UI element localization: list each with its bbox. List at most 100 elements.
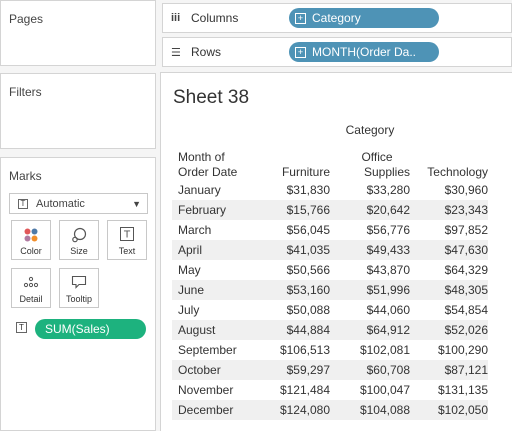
filters-title: Filters (9, 85, 42, 99)
pages-shelf[interactable]: Pages (0, 0, 156, 66)
furniture-cell: $121,484 (262, 380, 330, 400)
text-mark-icon: T (18, 198, 28, 209)
crosstab: Category Month of Order Date Furniture O… (172, 120, 488, 420)
month-cell: March (172, 220, 262, 240)
marks-card: Marks T Automatic ▼ Color Size (0, 157, 156, 431)
office-supplies-cell: $44,060 (330, 300, 410, 320)
marks-title: Marks (9, 169, 42, 183)
text-label: Text (118, 246, 136, 256)
detail-icon (12, 275, 50, 294)
pages-title: Pages (9, 12, 44, 26)
office-supplies-cell: $51,996 (330, 280, 410, 300)
furniture-cell: $53,160 (262, 280, 330, 300)
furniture-cell: $50,088 (262, 300, 330, 320)
table-row: January $31,830 $33,280 $30,960 (172, 180, 488, 200)
month-cell: November (172, 380, 262, 400)
furniture-header: Furniture (281, 165, 330, 179)
furniture-cell: $59,297 (262, 360, 330, 380)
office-supplies-cell: $64,912 (330, 320, 410, 340)
technology-cell: $64,329 (410, 260, 488, 280)
table-row: July $50,088 $44,060 $54,854 (172, 300, 488, 320)
table-row: December $124,080 $104,088 $102,050 (172, 400, 488, 420)
category-pill[interactable]: + Category (289, 8, 439, 28)
month-pill-label: MONTH(Order Da.. (312, 45, 417, 59)
sum-sales-label: SUM(Sales) (45, 322, 110, 336)
furniture-cell: $50,566 (262, 260, 330, 280)
columns-shelf-label: iii Columns (171, 4, 238, 32)
month-cell: August (172, 320, 262, 340)
text-icon: T (108, 227, 146, 246)
filters-shelf[interactable]: Filters (0, 73, 156, 149)
office-supplies-cell: $104,088 (330, 400, 410, 420)
office-supplies-header: Office Supplies (361, 150, 410, 179)
technology-cell: $97,852 (410, 220, 488, 240)
month-order-date-pill[interactable]: + MONTH(Order Da.. (289, 42, 439, 62)
detail-label: Detail (19, 294, 43, 304)
tooltip-label: Tooltip (65, 294, 92, 304)
plus-icon: + (295, 46, 306, 58)
columns-shelf[interactable]: iii Columns + Category (162, 3, 512, 33)
row-field-header: Month of Order Date (178, 150, 238, 179)
office-supplies-cell: $49,433 (330, 240, 410, 260)
office-supplies-cell: $33,280 (330, 180, 410, 200)
mark-type-dropdown[interactable]: T Automatic ▼ (9, 193, 148, 214)
office-supplies-cell: $100,047 (330, 380, 410, 400)
plus-icon: + (295, 12, 306, 24)
technology-cell: $131,135 (410, 380, 488, 400)
month-cell: September (172, 340, 262, 360)
category-pill-label: Category (312, 11, 361, 25)
table-row: November $121,484 $100,047 $131,135 (172, 380, 488, 400)
table-row: September $106,513 $102,081 $100,290 (172, 340, 488, 360)
technology-cell: $52,026 (410, 320, 488, 340)
technology-cell: $54,854 (410, 300, 488, 320)
sheet-title: Sheet 38 (173, 87, 250, 108)
color-button[interactable]: Color (11, 220, 51, 260)
technology-cell: $48,305 (410, 280, 488, 300)
furniture-cell: $106,513 (262, 340, 330, 360)
month-cell: June (172, 280, 262, 300)
technology-cell: $23,343 (410, 200, 488, 220)
month-cell: February (172, 200, 262, 220)
size-button[interactable]: Size (59, 220, 99, 260)
furniture-cell: $44,884 (262, 320, 330, 340)
technology-cell: $87,121 (410, 360, 488, 380)
size-icon (60, 227, 98, 248)
furniture-cell: $41,035 (262, 240, 330, 260)
month-cell: October (172, 360, 262, 380)
text-button[interactable]: T Text (107, 220, 147, 260)
rows-icon: ☰ (171, 46, 181, 59)
table-row: June $53,160 $51,996 $48,305 (172, 280, 488, 300)
month-cell: January (172, 180, 262, 200)
table-row: March $56,045 $56,776 $97,852 (172, 220, 488, 240)
table-row: October $59,297 $60,708 $87,121 (172, 360, 488, 380)
table-row: May $50,566 $43,870 $64,329 (172, 260, 488, 280)
tooltip-icon (60, 275, 98, 294)
office-supplies-cell: $56,776 (330, 220, 410, 240)
rows-shelf-label: ☰ Rows (171, 38, 221, 66)
office-supplies-cell: $60,708 (330, 360, 410, 380)
table-row: August $44,884 $64,912 $52,026 (172, 320, 488, 340)
color-label: Color (20, 246, 42, 256)
sum-sales-pill[interactable]: SUM(Sales) (35, 319, 146, 339)
office-supplies-cell: $102,081 (330, 340, 410, 360)
month-cell: April (172, 240, 262, 260)
rows-label: Rows (191, 45, 222, 59)
furniture-cell: $15,766 (262, 200, 330, 220)
table-row: April $41,035 $49,433 $47,630 (172, 240, 488, 260)
color-icon (12, 227, 50, 248)
detail-button[interactable]: Detail (11, 268, 51, 308)
tooltip-button[interactable]: Tooltip (59, 268, 99, 308)
column-group-header: Category (345, 123, 395, 137)
text-encoding-icon: T (16, 322, 27, 333)
chevron-down-icon: ▼ (132, 199, 141, 209)
furniture-cell: $56,045 (262, 220, 330, 240)
technology-cell: $47,630 (410, 240, 488, 260)
columns-label: Columns (191, 11, 239, 25)
rows-shelf[interactable]: ☰ Rows + MONTH(Order Da.. (162, 37, 512, 67)
month-cell: December (172, 400, 262, 420)
table-row: February $15,766 $20,642 $23,343 (172, 200, 488, 220)
office-supplies-cell: $20,642 (330, 200, 410, 220)
technology-cell: $100,290 (410, 340, 488, 360)
technology-cell: $102,050 (410, 400, 488, 420)
technology-cell: $30,960 (410, 180, 488, 200)
